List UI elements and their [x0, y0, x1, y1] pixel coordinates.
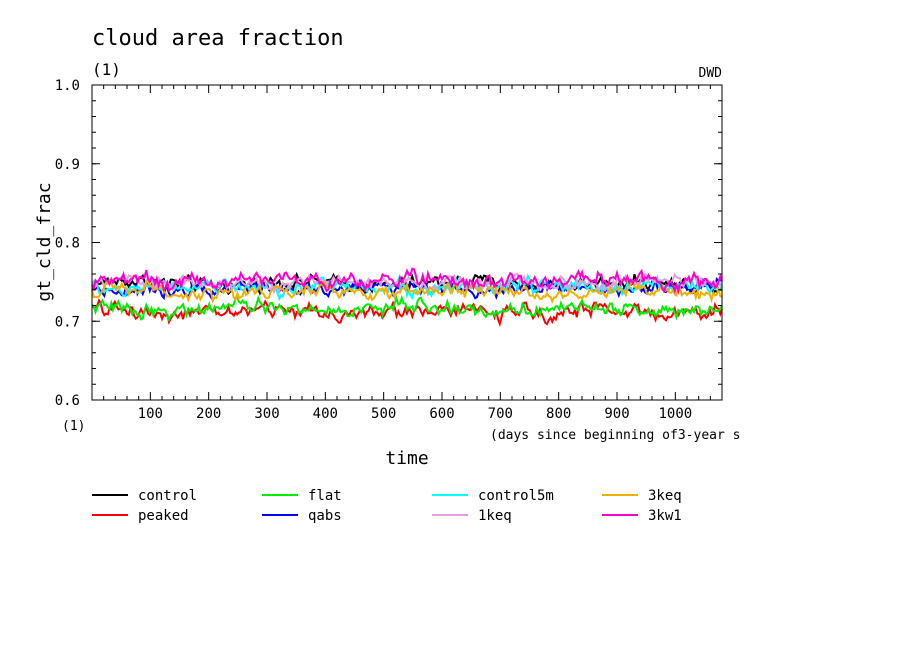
title-unit: (1): [92, 60, 121, 79]
legend-label-3kw1: 3kw1: [648, 508, 682, 524]
y-tick-label: 0.9: [55, 157, 80, 173]
legend-label-control5m: control5m: [478, 488, 554, 504]
x-tick-label: 1000: [658, 406, 692, 422]
x-tick-label: 800: [546, 406, 571, 422]
x-tick-label: 900: [604, 406, 629, 422]
source-label: DWD: [699, 66, 723, 81]
y-unit: (1): [62, 419, 85, 434]
legend-label-qabs: qabs: [308, 508, 342, 524]
x-tick-label: 200: [196, 406, 221, 422]
series-line-flat: [91, 294, 723, 323]
x-tick-label: 400: [313, 406, 338, 422]
series-layer: [91, 267, 723, 327]
x-tick-label: 700: [488, 406, 513, 422]
legend-label-flat: flat: [308, 488, 342, 504]
x-tick-label: 100: [138, 406, 163, 422]
legend-label-control: control: [138, 488, 197, 504]
legend-label-1keq: 1keq: [478, 508, 512, 524]
x-unit-note: (days since beginning of3-year s: [490, 428, 740, 443]
series-line-1keq: [91, 271, 722, 295]
x-tick-label: 300: [254, 406, 279, 422]
ticks-layer: 0.6 0.7 0.8 0.9 1.0 100 200 300 400 500 600 700 800 9…: [55, 78, 722, 422]
y-tick-label: 0.7: [55, 314, 80, 330]
series-line-control5m: [91, 273, 723, 302]
legend: control peaked flat qabs control5m 1keq 3keq 3k…: [92, 488, 682, 524]
y-tick-label: 0.6: [55, 393, 80, 409]
y-tick-label: 1.0: [55, 78, 80, 94]
series-line-3kw1: [91, 267, 723, 295]
chart-title: cloud area fraction: [92, 26, 344, 51]
x-tick-label: 500: [371, 406, 396, 422]
plot-frame: [91, 84, 723, 401]
series-line-3keq: [91, 278, 723, 304]
legend-label-peaked: peaked: [138, 508, 189, 524]
x-axis-label: time: [385, 448, 428, 469]
x-tick-label: 600: [429, 406, 454, 422]
legend-label-3keq: 3keq: [648, 488, 682, 504]
y-tick-label: 0.8: [55, 236, 80, 252]
y-axis-label: gt_cld_frac: [34, 182, 55, 301]
